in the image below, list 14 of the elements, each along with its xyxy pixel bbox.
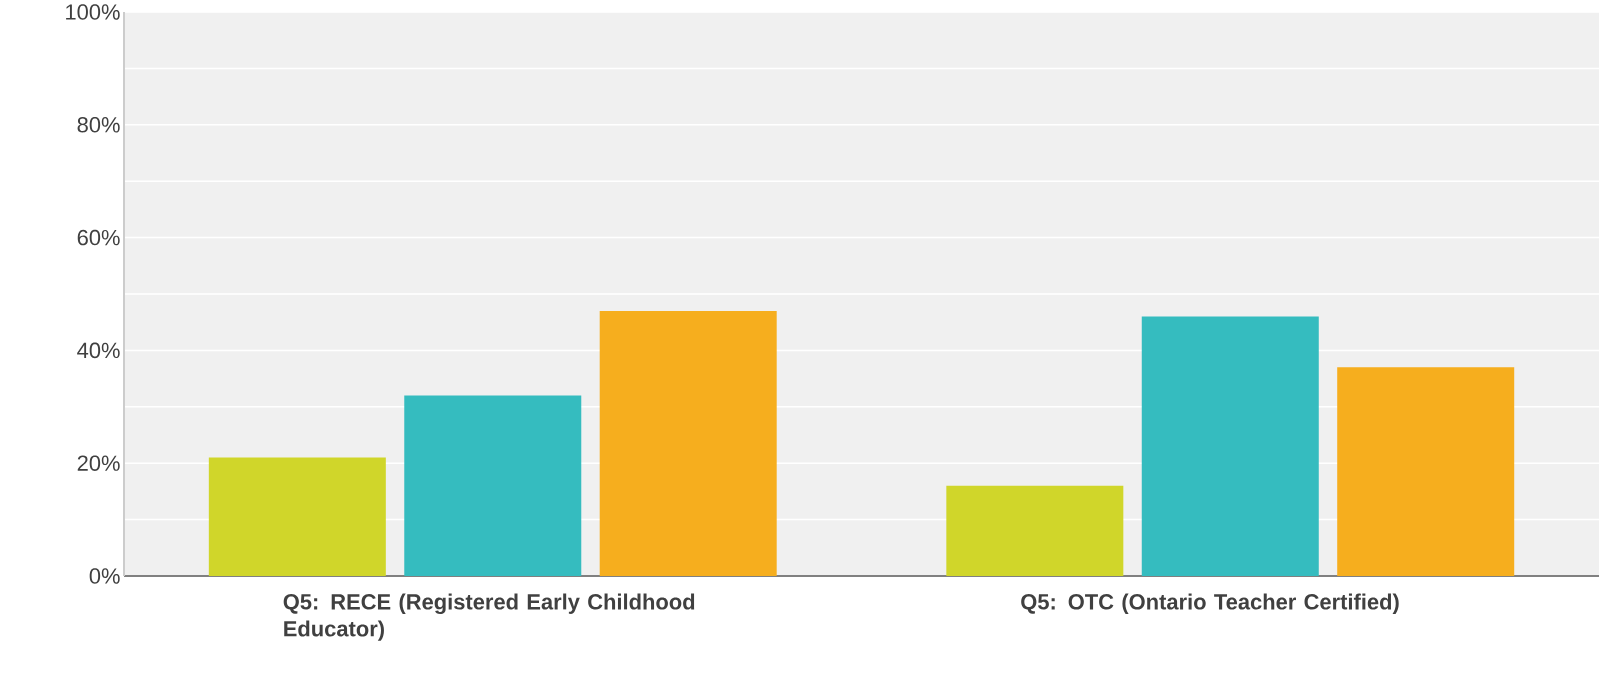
- y-tick-label: 80%: [77, 117, 120, 133]
- bar: [404, 395, 582, 576]
- y-tick-label: 20%: [77, 455, 120, 471]
- y-tick-label: 100%: [66, 4, 120, 20]
- y-tick-label: 60%: [77, 229, 120, 246]
- x-tick-label: Q5: OTC (Ontario Teacher Certified): [1021, 593, 1399, 614]
- bar: [208, 457, 386, 576]
- bar: [946, 485, 1124, 576]
- bar: [599, 310, 777, 576]
- bar: [1337, 367, 1515, 576]
- y-tick-label: 40%: [77, 342, 120, 359]
- y-tick-label: 0%: [89, 568, 120, 584]
- x-tick-label: Q5: RECE (Registered Early Childhood Educator): [283, 593, 695, 641]
- bar: [1141, 316, 1319, 576]
